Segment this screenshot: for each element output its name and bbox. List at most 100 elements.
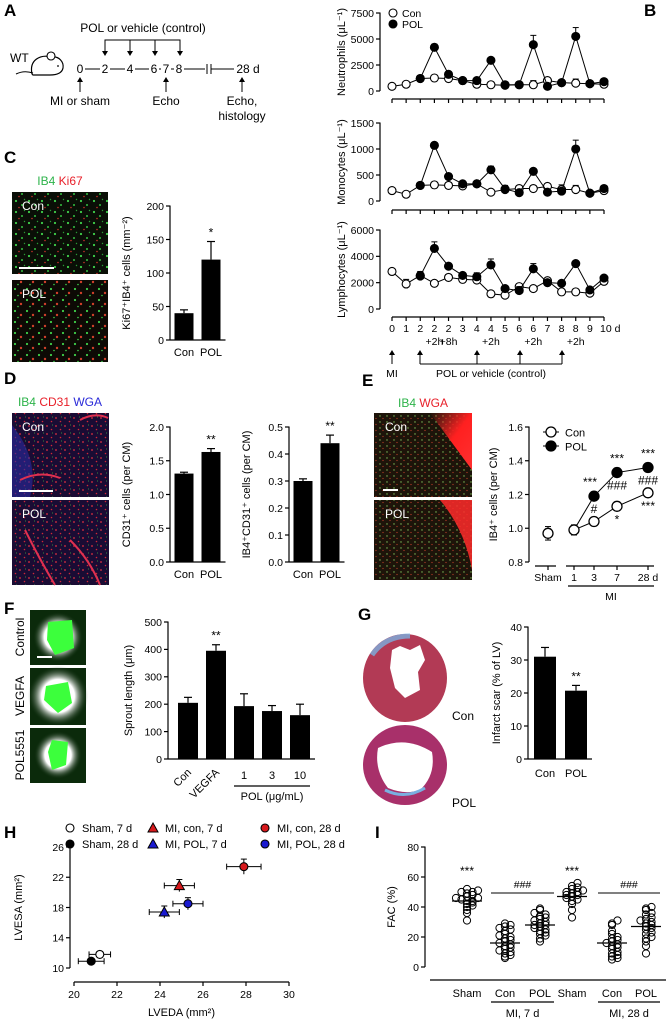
data-point (473, 886, 483, 895)
significance-marker: ### (607, 479, 627, 493)
x-tick-sublabel: +2h (425, 336, 443, 348)
timepoint-label: 4 (127, 62, 134, 76)
y-tick-label: 80 (407, 842, 419, 854)
legend-label: Con (402, 8, 421, 20)
x-tick-label: VEGFA (188, 766, 223, 801)
legend-marker (65, 839, 75, 849)
x-tick-label: POL (529, 988, 551, 1000)
stain-cd31: CD31 (39, 395, 70, 409)
y-tick-label: 22 (52, 872, 64, 884)
x-tick-label: 7 (614, 572, 620, 584)
data-point (562, 893, 571, 903)
stain-ib4: IB4 (37, 174, 55, 188)
x-tick-label: POL (319, 569, 341, 581)
data-point (462, 916, 472, 925)
data-point (641, 904, 651, 913)
y-tick-label: 10 (52, 963, 64, 975)
y-axis-label: Ki67⁺IB4⁺ cells (mm⁻²) (121, 216, 133, 329)
x-tick-label: 3 (591, 572, 597, 584)
data-point (567, 905, 577, 915)
y-axis-label: IB4⁺CD31⁺ cells (per CM) (241, 431, 253, 559)
data-point (571, 31, 581, 41)
data-point (429, 278, 439, 288)
y-tick-label: 18 (52, 902, 64, 914)
data-point (641, 910, 651, 919)
x-tick-label: 24 (154, 989, 166, 1001)
subject-label: WT (10, 51, 29, 65)
timeline-axis (85, 64, 234, 74)
panel-label-g: G (358, 605, 371, 624)
data-point (573, 883, 582, 892)
data-point (86, 956, 96, 966)
data-point (542, 278, 553, 288)
y-tick-label: 200 (144, 699, 162, 711)
x-tick-label: Con (174, 569, 194, 581)
data-point (401, 279, 411, 289)
y-tick-label: 1.6 (508, 422, 523, 434)
legend-label: Sham, 28 d (82, 839, 138, 851)
legend-label: MI, POL, 7 d (165, 839, 227, 851)
data-point (573, 878, 582, 888)
stain-legend: IB4 CD31 WGA (18, 395, 102, 409)
x-tick-label: 9 (587, 323, 593, 335)
data-point (571, 185, 581, 195)
legend-label: MI, POL, 28 d (277, 839, 345, 851)
x-tick-label: 22 (111, 989, 123, 1001)
legend-label: MI, con, 7 d (165, 823, 222, 835)
y-tick-label: 1.2 (508, 489, 523, 501)
comparison-marker: ### (514, 879, 532, 891)
timepoint-label: 2 (102, 62, 109, 76)
x-tick-sublabel: +2h (482, 336, 500, 348)
data-point (567, 884, 577, 894)
x-tick-label: 10 (294, 770, 306, 782)
y-tick-label: 1500 (351, 118, 375, 130)
data-point (528, 284, 538, 294)
y-tick-label: 500 (144, 617, 162, 629)
legend-marker (65, 823, 75, 833)
bar (174, 473, 194, 562)
section-label: POL (452, 796, 476, 810)
chart-g: 0 10 20 30 40 Infarct scar (% of LV) Con ** POL (491, 622, 592, 780)
series-line-con (573, 492, 649, 531)
x-group-label: MI, 28 d (609, 1008, 649, 1020)
data-point (571, 144, 581, 154)
stain-legend: IB4 Ki67 (37, 174, 83, 188)
legend-marker (388, 19, 398, 29)
data-point (541, 910, 550, 919)
data-point (611, 466, 623, 479)
stain-wga: WGA (419, 396, 448, 410)
panel-label-h: H (4, 823, 16, 842)
data-point (472, 179, 482, 189)
bar (201, 259, 221, 340)
data-point (542, 187, 553, 197)
x-tick-sublabel: +2h (567, 336, 585, 348)
panel-label-i: I (375, 823, 380, 842)
bar (201, 451, 221, 562)
data-point (429, 180, 439, 190)
data-point (607, 929, 617, 939)
data-point (158, 906, 171, 917)
bar (293, 481, 313, 562)
data-point (401, 189, 411, 199)
x-tick-label: 20 (68, 989, 80, 1001)
timepoint-label: 28 d (236, 62, 259, 76)
data-point (495, 923, 504, 933)
x-tick-label: Con (174, 347, 194, 359)
x-tick-label: Con (293, 569, 313, 581)
legend-marker (260, 839, 270, 849)
y-tick-label: 0.0 (149, 557, 164, 569)
data-point (588, 490, 600, 502)
y-tick-label: 1000 (351, 144, 375, 156)
series-line-con (391, 271, 605, 296)
data-point (239, 862, 249, 872)
x-tick-label: Con (171, 767, 194, 790)
y-axis-label: LVESA (mm²) (13, 874, 25, 940)
bar (174, 313, 194, 340)
data-point (387, 81, 397, 91)
y-axis-label: FAC (%) (386, 886, 398, 928)
significance-marker: ** (325, 419, 335, 433)
data-point (562, 890, 571, 900)
stain-wga: WGA (73, 395, 102, 409)
event-mi-label: MI or sham (50, 94, 110, 108)
data-point (486, 165, 496, 175)
